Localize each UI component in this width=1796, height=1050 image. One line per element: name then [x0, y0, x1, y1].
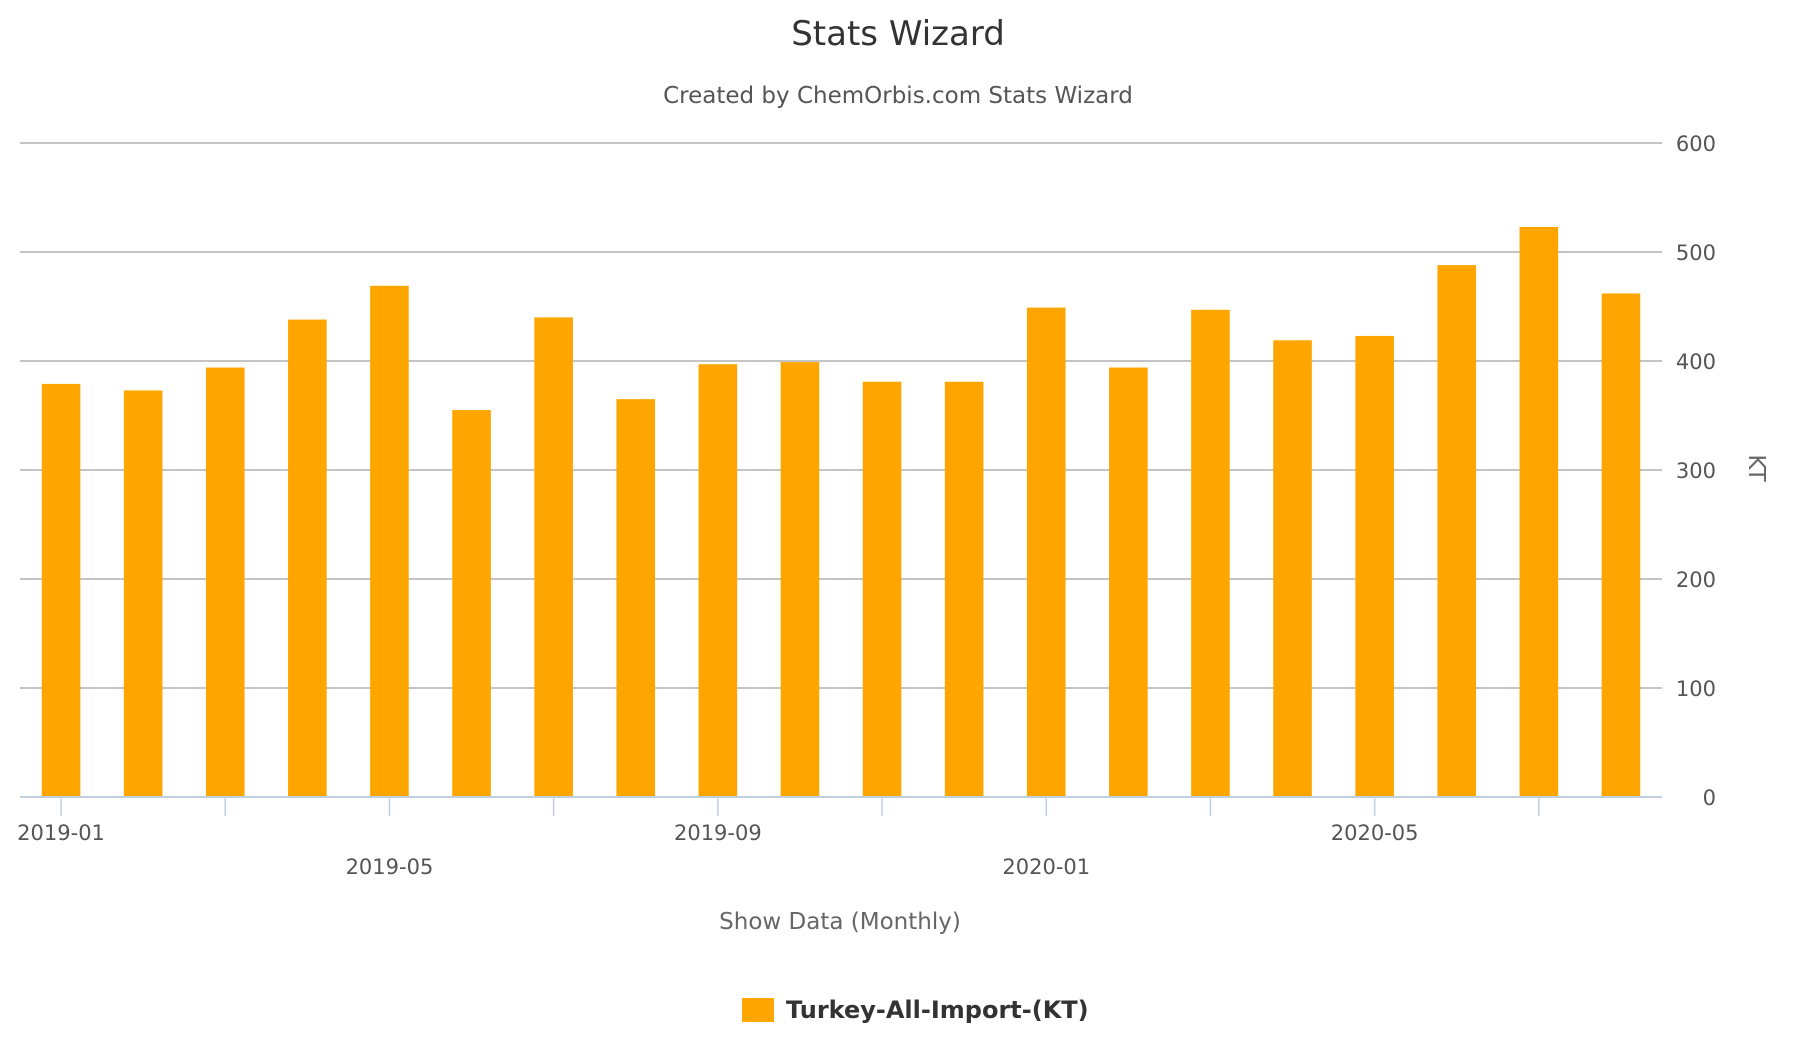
bar-2019-10[interactable] [780, 362, 820, 797]
x-axis: 2019-01 2019-05 2019-09 2020-01 2020-05 [17, 796, 1662, 879]
y-tick-label: 500 [1676, 241, 1716, 265]
bar-2019-12[interactable] [944, 381, 984, 797]
x-axis-title: Show Data (Monthly) [719, 909, 961, 935]
chart-subtitle[interactable]: Created by ChemOrbis.com Stats Wizard [663, 83, 1133, 109]
bar-2019-02[interactable] [123, 390, 163, 797]
bar-2019-01[interactable] [41, 383, 81, 797]
bar-2020-04[interactable] [1273, 340, 1312, 797]
y-tick-label: 100 [1676, 677, 1716, 701]
bar-2019-03[interactable] [205, 367, 245, 797]
chart-title: Stats Wizard [791, 14, 1005, 54]
x-tick-label: 2019-01 [17, 821, 105, 845]
y-axis: 0 100 200 300 400 500 600 [1676, 132, 1716, 810]
bar-2019-05[interactable] [370, 285, 409, 797]
x-tick-label: 2020-05 [1331, 821, 1419, 845]
x-tick-label: 2020-01 [1002, 855, 1090, 879]
bar-2020-08[interactable] [1601, 293, 1641, 797]
bar-2019-06[interactable] [452, 410, 491, 797]
bar-2020-01[interactable] [1026, 307, 1066, 797]
bar-2019-04[interactable] [288, 319, 327, 797]
bar-2019-11[interactable] [862, 381, 902, 797]
x-tick-label: 2019-05 [346, 855, 434, 879]
y-tick-label: 400 [1676, 350, 1716, 374]
y-tick-label: 300 [1676, 459, 1716, 483]
bar-2020-06[interactable] [1437, 265, 1477, 798]
bar-2019-08[interactable] [616, 399, 656, 797]
legend-item[interactable]: Turkey-All-Import-(KT) [742, 995, 1089, 1025]
bar-2020-07[interactable] [1519, 226, 1559, 797]
legend-label: Turkey-All-Import-(KT) [786, 996, 1089, 1024]
x-tick-label: 2019-09 [674, 821, 762, 845]
bar-2020-02[interactable] [1109, 367, 1148, 797]
gridlines [20, 142, 1662, 689]
bar-2019-07[interactable] [534, 317, 573, 797]
bar-2020-05[interactable] [1355, 335, 1394, 797]
y-tick-label: 600 [1676, 132, 1716, 156]
y-tick-label: 0 [1703, 786, 1716, 810]
y-axis-title: KT [1743, 454, 1769, 482]
legend-swatch [742, 998, 774, 1022]
bar-2019-09[interactable] [698, 364, 738, 797]
y-tick-label: 200 [1676, 568, 1716, 592]
bar-2020-03[interactable] [1191, 309, 1230, 797]
bar-series [41, 226, 1641, 798]
